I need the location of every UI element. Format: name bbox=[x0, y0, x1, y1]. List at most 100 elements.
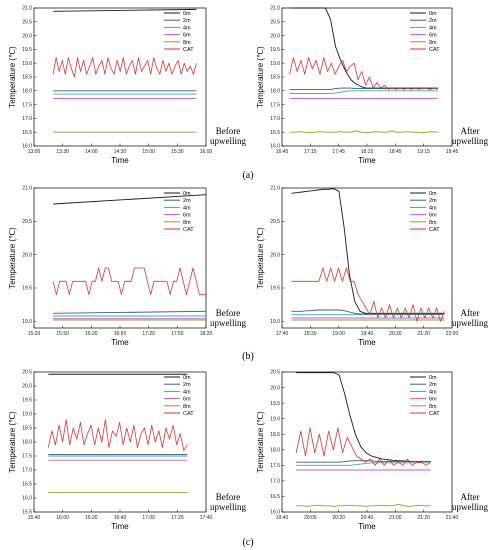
x-axis-label: Time bbox=[111, 156, 129, 165]
y-axis-label: Temperature (℃) bbox=[8, 46, 17, 108]
y-tick-label: 18.5 bbox=[22, 426, 32, 432]
legend-label: CAT bbox=[429, 47, 440, 53]
row-label-b: (b) bbox=[242, 351, 254, 362]
y-tick-label: 16.5 bbox=[270, 130, 280, 136]
legend-label: 4m bbox=[429, 205, 437, 211]
y-tick-label: 20.5 bbox=[270, 219, 280, 225]
x-axis-label: Time bbox=[358, 522, 376, 531]
x-tick-label: 15:30 bbox=[171, 149, 184, 155]
x-tick-label: 16:20 bbox=[85, 331, 98, 337]
legend-label: 2m bbox=[183, 18, 191, 24]
x-tick-label: 13:30 bbox=[56, 149, 69, 155]
annotation-text: upwelling bbox=[452, 502, 488, 512]
y-tick-label: 21.0 bbox=[22, 6, 32, 12]
x-tick-label: 22:00 bbox=[446, 331, 459, 337]
y-tick-label: 19.5 bbox=[22, 47, 32, 53]
legend-label: 0m bbox=[183, 11, 191, 17]
series-cat bbox=[52, 267, 206, 296]
legend-label: 8m bbox=[429, 404, 437, 410]
x-tick-label: 21:20 bbox=[417, 515, 430, 521]
plot-frame bbox=[33, 187, 207, 329]
y-tick-label: 18.0 bbox=[22, 440, 32, 446]
x-tick-label: 18:20 bbox=[200, 331, 213, 337]
y-tick-label: 20.0 bbox=[22, 252, 32, 258]
x-tick-label: 14:30 bbox=[114, 149, 127, 155]
y-tick-label: 18.0 bbox=[270, 447, 280, 453]
chart-a-before: 16.0 16.5 17.0 17.5 18.0 18.5 19.0 19.5 20.0 20.5… bbox=[8, 6, 246, 165]
y-tick-label: 16.5 bbox=[22, 482, 32, 488]
legend-label: 4m bbox=[429, 389, 437, 395]
y-tick-label: 18.5 bbox=[270, 75, 280, 81]
y-tick-label: 17.0 bbox=[22, 116, 32, 122]
legend-label: 8m bbox=[183, 220, 191, 226]
legend-label: CAT bbox=[183, 47, 194, 53]
x-tick-label: 18:15 bbox=[361, 149, 374, 155]
chart-b-after: 19.0 19.5 20.0 20.5 21.0 17:40 18:20 19:00 19:40… bbox=[256, 186, 488, 347]
series-cat bbox=[47, 419, 188, 451]
y-tick-label: 21.0 bbox=[270, 6, 280, 12]
annotation-text: Before bbox=[216, 308, 241, 318]
x-tick-label: 20:20 bbox=[332, 515, 345, 521]
legend-label: 0m bbox=[429, 191, 437, 197]
y-tick-label: 18.5 bbox=[270, 432, 280, 438]
x-axis-label: Time bbox=[358, 338, 376, 347]
legend-label: CAT bbox=[429, 227, 440, 233]
x-tick-label: 19:45 bbox=[446, 149, 459, 155]
y-tick-label: 17.5 bbox=[22, 454, 32, 460]
x-tick-label: 17:20 bbox=[171, 515, 184, 521]
series-2m bbox=[53, 310, 207, 314]
y-tick-label: 21.0 bbox=[270, 186, 280, 192]
x-tick-label: 17:45 bbox=[332, 149, 345, 155]
y-axis-label: Temperature (℃) bbox=[256, 411, 265, 473]
chart-b-before: 19.0 19.5 20.0 20.5 21.0 15:20 15:50 16:20 16:50… bbox=[8, 186, 246, 347]
y-tick-label: 20.5 bbox=[22, 370, 32, 376]
x-tick-label: 18:45 bbox=[389, 149, 402, 155]
y-tick-label: 20.0 bbox=[22, 33, 32, 39]
y-tick-label: 15.5 bbox=[22, 510, 32, 516]
x-tick-label: 13:00 bbox=[28, 149, 41, 155]
x-axis-label: Time bbox=[111, 522, 129, 531]
series-4m bbox=[289, 90, 438, 95]
x-tick-label: 19:15 bbox=[417, 149, 430, 155]
plot-frame bbox=[281, 7, 453, 147]
y-tick-label: 19.5 bbox=[22, 398, 32, 404]
chart-c-before: 15.5 16.0 16.5 17.0 17.5 18.0 18.5 19.0 19.5 20.0… bbox=[8, 370, 246, 531]
y-tick-label: 17.5 bbox=[22, 102, 32, 108]
y-axis-label: Temperature (℃) bbox=[8, 227, 17, 289]
x-tick-label: 16:40 bbox=[114, 515, 127, 521]
x-tick-label: 17:50 bbox=[171, 331, 184, 337]
series-8m bbox=[289, 130, 438, 134]
series-8m bbox=[296, 503, 431, 507]
x-tick-label: 17:40 bbox=[200, 515, 213, 521]
x-tick-label: 20:20 bbox=[389, 331, 402, 337]
y-tick-label: 19.0 bbox=[270, 416, 280, 422]
annotation-text: upwelling bbox=[452, 136, 488, 146]
series-cat bbox=[289, 57, 438, 90]
chart-c-after: 16.0 16.5 17.0 17.5 18.0 18.5 19.0 19.5 20.0 20.5… bbox=[256, 370, 488, 531]
series-cat bbox=[295, 427, 431, 466]
legend-label: 2m bbox=[183, 198, 191, 204]
plot-frame bbox=[281, 187, 453, 329]
legend-label: 8m bbox=[429, 220, 437, 226]
legend-label: 4m bbox=[183, 205, 191, 211]
legend-label: 2m bbox=[183, 382, 191, 388]
y-tick-label: 16.0 bbox=[270, 510, 280, 516]
x-tick-label: 16:45 bbox=[276, 149, 289, 155]
x-tick-label: 17:00 bbox=[142, 515, 155, 521]
x-tick-label: 17:15 bbox=[304, 149, 317, 155]
y-tick-label: 17.0 bbox=[22, 468, 32, 474]
row-label-c: (c) bbox=[242, 537, 253, 548]
legend-label: 8m bbox=[183, 404, 191, 410]
x-tick-label: 19:00 bbox=[332, 331, 345, 337]
annotation-text: upwelling bbox=[210, 136, 246, 146]
x-tick-label: 15:20 bbox=[28, 331, 41, 337]
x-tick-label: 14:00 bbox=[85, 149, 98, 155]
series-0m bbox=[296, 372, 431, 463]
x-tick-label: 19:40 bbox=[276, 515, 289, 521]
y-axis-label: Temperature (℃) bbox=[256, 46, 265, 108]
chart-a-after: 16.0 16.5 17.0 17.5 18.0 18.5 19.0 19.5 20.0 20.5… bbox=[256, 6, 488, 165]
legend-label: 8m bbox=[183, 40, 191, 46]
x-tick-label: 21:40 bbox=[446, 515, 459, 521]
legend-label: CAT bbox=[429, 411, 440, 417]
